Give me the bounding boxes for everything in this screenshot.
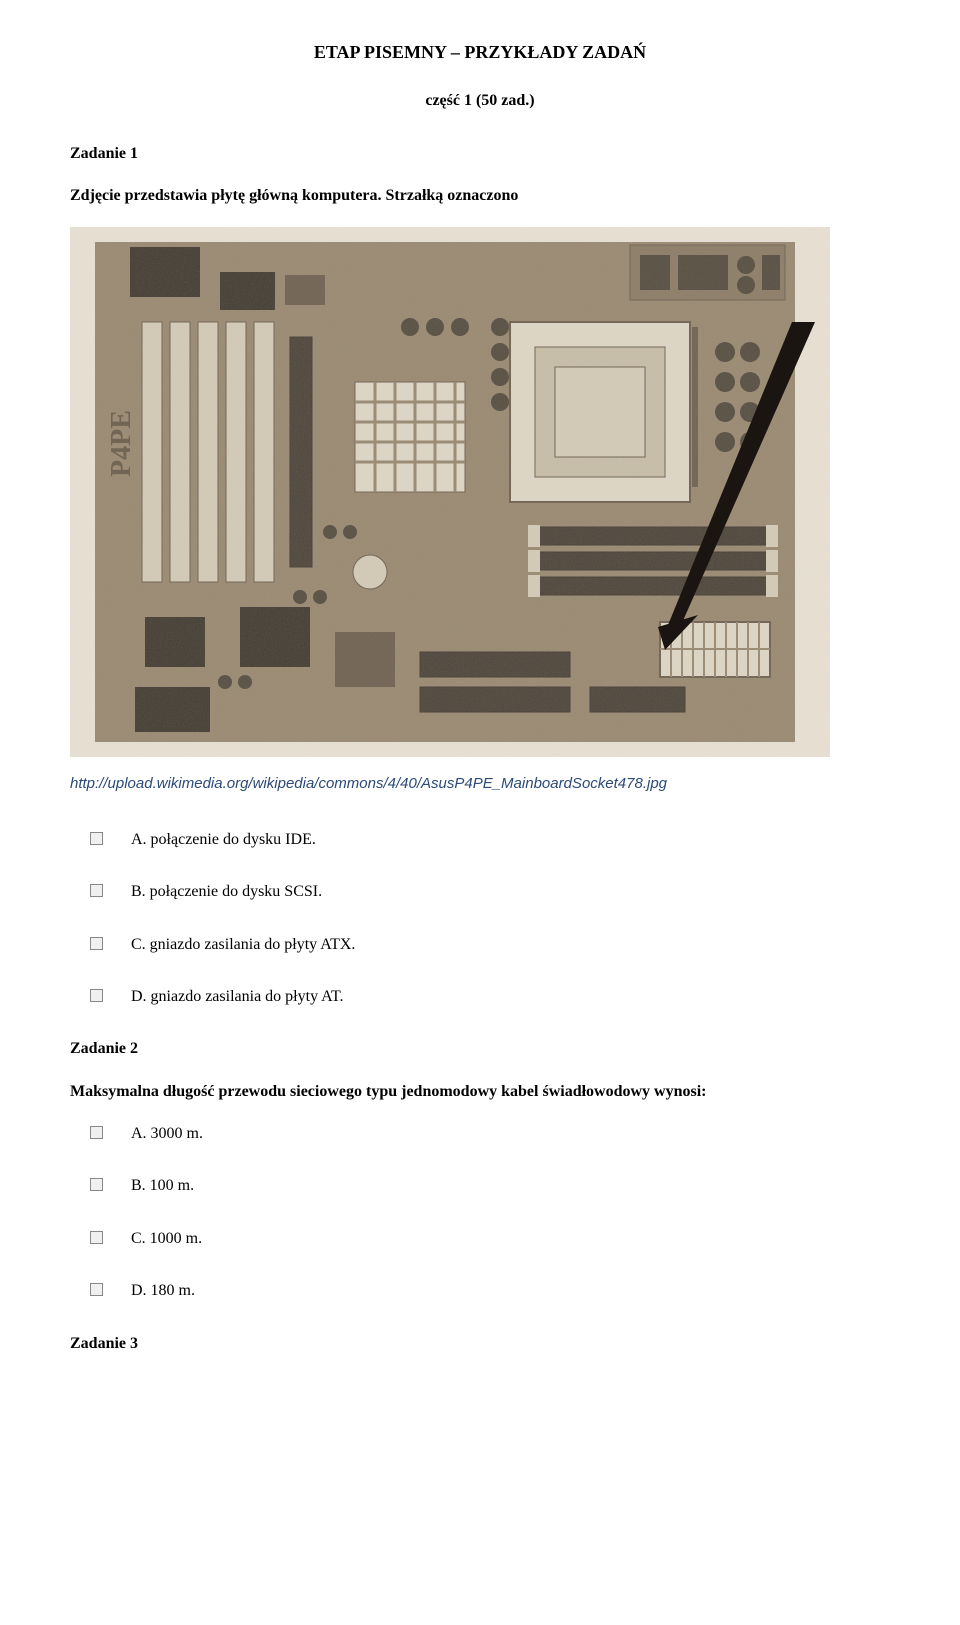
motherboard-image: P4PE [70,227,890,764]
option-a: A. 3000 m. [131,1123,203,1145]
task2-question: Maksymalna długość przewodu sieciowego t… [70,1081,890,1103]
option-c: C. gniazdo zasilania do płyty ATX. [131,934,355,956]
checkbox-icon[interactable] [90,989,103,1002]
task2-heading: Zadanie 2 [70,1038,890,1060]
image-caption: http://upload.wikimedia.org/wikipedia/co… [70,773,890,794]
option-row: C. 1000 m. [90,1228,890,1250]
task1-heading: Zadanie 1 [70,143,890,165]
subtitle: część 1 (50 zad.) [70,90,890,112]
option-row: A. 3000 m. [90,1123,890,1145]
option-row: B. 100 m. [90,1175,890,1197]
option-row: D. gniazdo zasilania do płyty AT. [90,986,890,1008]
task3-heading: Zadanie 3 [70,1333,890,1355]
option-row: D. 180 m. [90,1280,890,1302]
task1-options: A. połączenie do dysku IDE. B. połączeni… [90,829,890,1009]
checkbox-icon[interactable] [90,1126,103,1139]
option-c: C. 1000 m. [131,1228,202,1250]
task2-options: A. 3000 m. B. 100 m. C. 1000 m. D. 180 m… [90,1123,890,1303]
motherboard-svg: P4PE [70,227,830,757]
option-d: D. 180 m. [131,1280,195,1302]
checkbox-icon[interactable] [90,884,103,897]
checkbox-icon[interactable] [90,1283,103,1296]
task1-question: Zdjęcie przedstawia płytę główną kompute… [70,185,890,207]
checkbox-icon[interactable] [90,1231,103,1244]
checkbox-icon[interactable] [90,832,103,845]
option-row: B. połączenie do dysku SCSI. [90,881,890,903]
option-d: D. gniazdo zasilania do płyty AT. [131,986,344,1008]
option-row: A. połączenie do dysku IDE. [90,829,890,851]
svg-text:P4PE: P4PE [106,410,137,477]
main-title: ETAP PISEMNY – PRZYKŁADY ZADAŃ [70,40,890,65]
option-a: A. połączenie do dysku IDE. [131,829,316,851]
checkbox-icon[interactable] [90,1178,103,1191]
checkbox-icon[interactable] [90,937,103,950]
option-row: C. gniazdo zasilania do płyty ATX. [90,934,890,956]
option-b: B. 100 m. [131,1175,194,1197]
option-b: B. połączenie do dysku SCSI. [131,881,322,903]
